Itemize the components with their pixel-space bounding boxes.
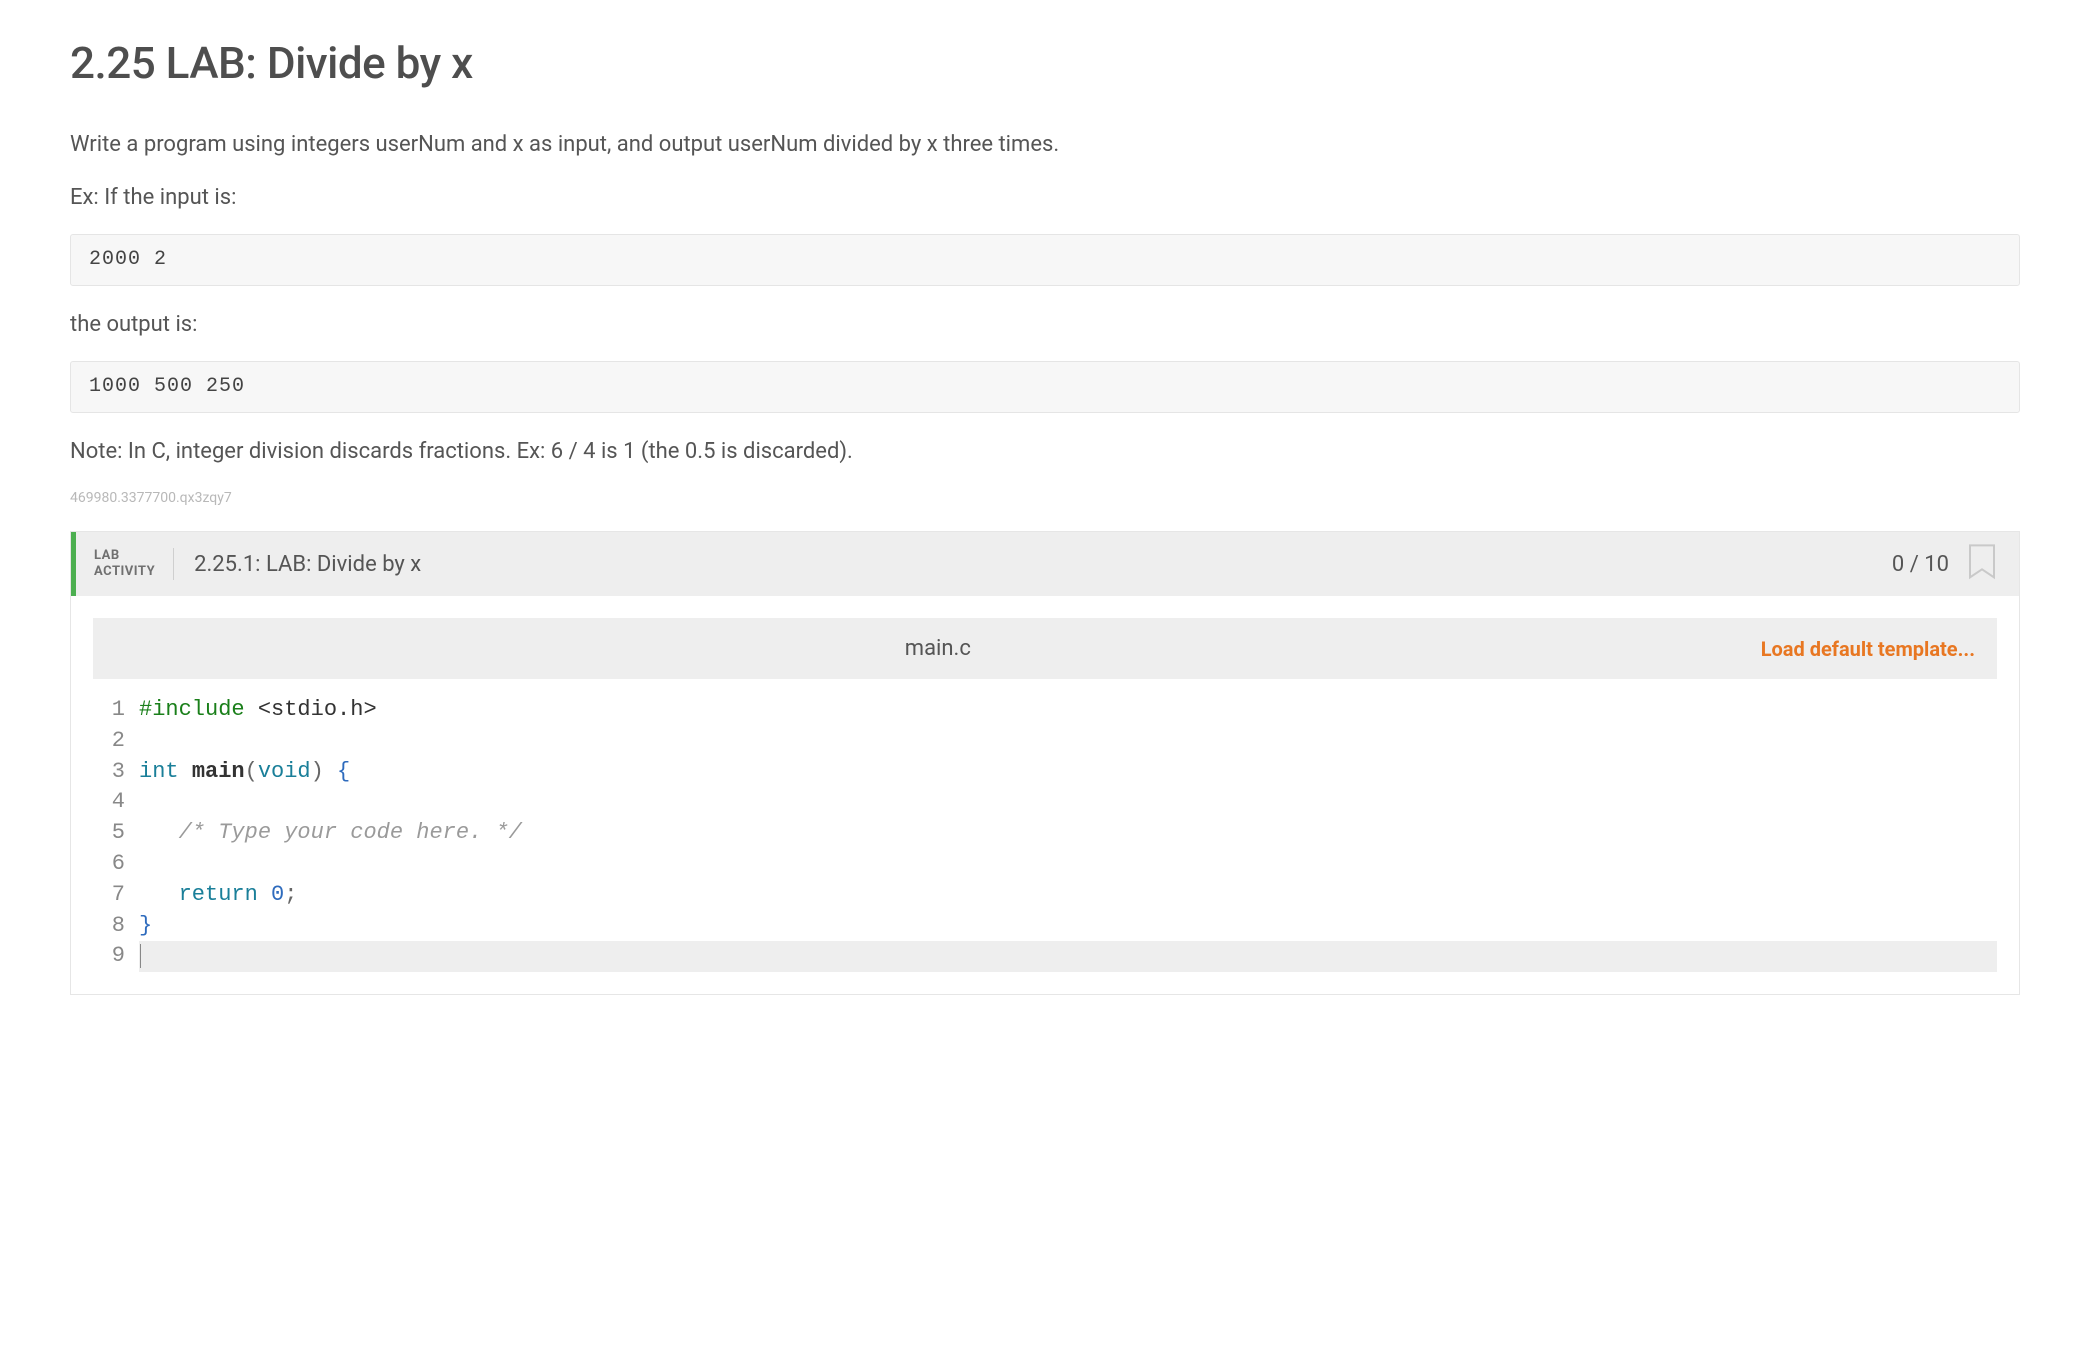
editor-wrap: main.c Load default template... 1 2 3 4 … (71, 596, 2019, 994)
cursor-icon (140, 944, 141, 968)
problem-description: Write a program using integers userNum a… (70, 128, 2020, 161)
example-input-box: 2000 2 (70, 234, 2020, 286)
lab-label-line2: ACTIVITY (94, 564, 155, 580)
code-line-9[interactable] (139, 941, 1997, 972)
note-text: Note: In C, integer division discards fr… (70, 435, 2020, 468)
line-number-gutter: 1 2 3 4 5 6 7 8 9 (93, 695, 139, 972)
load-default-template-link[interactable]: Load default template... (1761, 634, 1975, 664)
page-title: 2.25 LAB: Divide by x (70, 30, 2020, 96)
example-input-label: Ex: If the input is: (70, 181, 2020, 214)
code-editor[interactable]: 1 2 3 4 5 6 7 8 9 #include <stdio.h> int… (93, 679, 1997, 972)
code-line-1[interactable]: #include <stdio.h> (139, 695, 1997, 726)
code-line-4[interactable] (139, 787, 1997, 818)
lab-activity-panel: LAB ACTIVITY 2.25.1: LAB: Divide by x 0 … (70, 531, 2020, 995)
lab-activity-label: LAB ACTIVITY (76, 548, 174, 581)
code-line-6[interactable] (139, 849, 1997, 880)
code-line-5[interactable]: /* Type your code here. */ (139, 818, 1997, 849)
code-line-7[interactable]: return 0; (139, 880, 1997, 911)
code-line-8[interactable]: } (139, 911, 1997, 942)
lab-activity-header: LAB ACTIVITY 2.25.1: LAB: Divide by x 0 … (71, 532, 2019, 596)
bookmark-icon[interactable] (1965, 544, 1999, 584)
example-output-label: the output is: (70, 308, 2020, 341)
editor-tabbar: main.c Load default template... (93, 618, 1997, 679)
lab-activity-score: 0 / 10 (1892, 548, 1949, 581)
editor-filename: main.c (115, 632, 1761, 665)
code-line-2[interactable] (139, 726, 1997, 757)
lab-label-line1: LAB (94, 548, 155, 564)
code-lines[interactable]: #include <stdio.h> int main(void) { /* T… (139, 695, 1997, 972)
code-line-3[interactable]: int main(void) { (139, 757, 1997, 788)
example-output-box: 1000 500 250 (70, 361, 2020, 413)
trace-id: 469980.3377700.qx3zqy7 (70, 488, 2020, 509)
lab-activity-title: 2.25.1: LAB: Divide by x (174, 548, 1892, 581)
